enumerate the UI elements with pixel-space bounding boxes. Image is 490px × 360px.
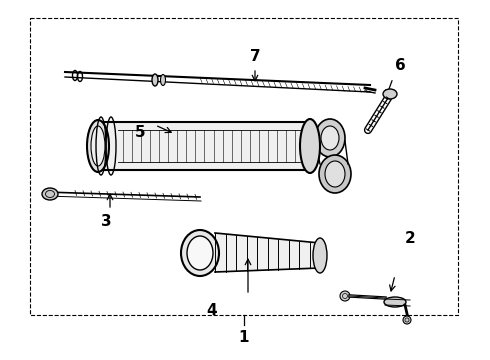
Ellipse shape [315,119,345,157]
Text: 2: 2 [405,231,416,246]
Ellipse shape [91,126,105,166]
Ellipse shape [403,316,411,324]
Ellipse shape [187,236,213,270]
Ellipse shape [313,238,327,273]
Ellipse shape [161,75,166,85]
Polygon shape [215,233,320,272]
Ellipse shape [325,161,345,187]
Ellipse shape [181,230,219,276]
Text: 6: 6 [395,58,406,73]
Ellipse shape [87,120,109,172]
Ellipse shape [384,297,406,307]
Text: 7: 7 [250,49,260,64]
Ellipse shape [383,89,397,99]
Ellipse shape [42,188,58,200]
Ellipse shape [152,74,158,86]
Ellipse shape [300,119,320,173]
Text: 4: 4 [207,303,217,318]
Ellipse shape [319,155,351,193]
Ellipse shape [321,126,339,150]
Text: 3: 3 [100,214,111,229]
Text: 1: 1 [239,330,249,346]
Ellipse shape [340,291,350,301]
Text: 5: 5 [135,125,146,140]
